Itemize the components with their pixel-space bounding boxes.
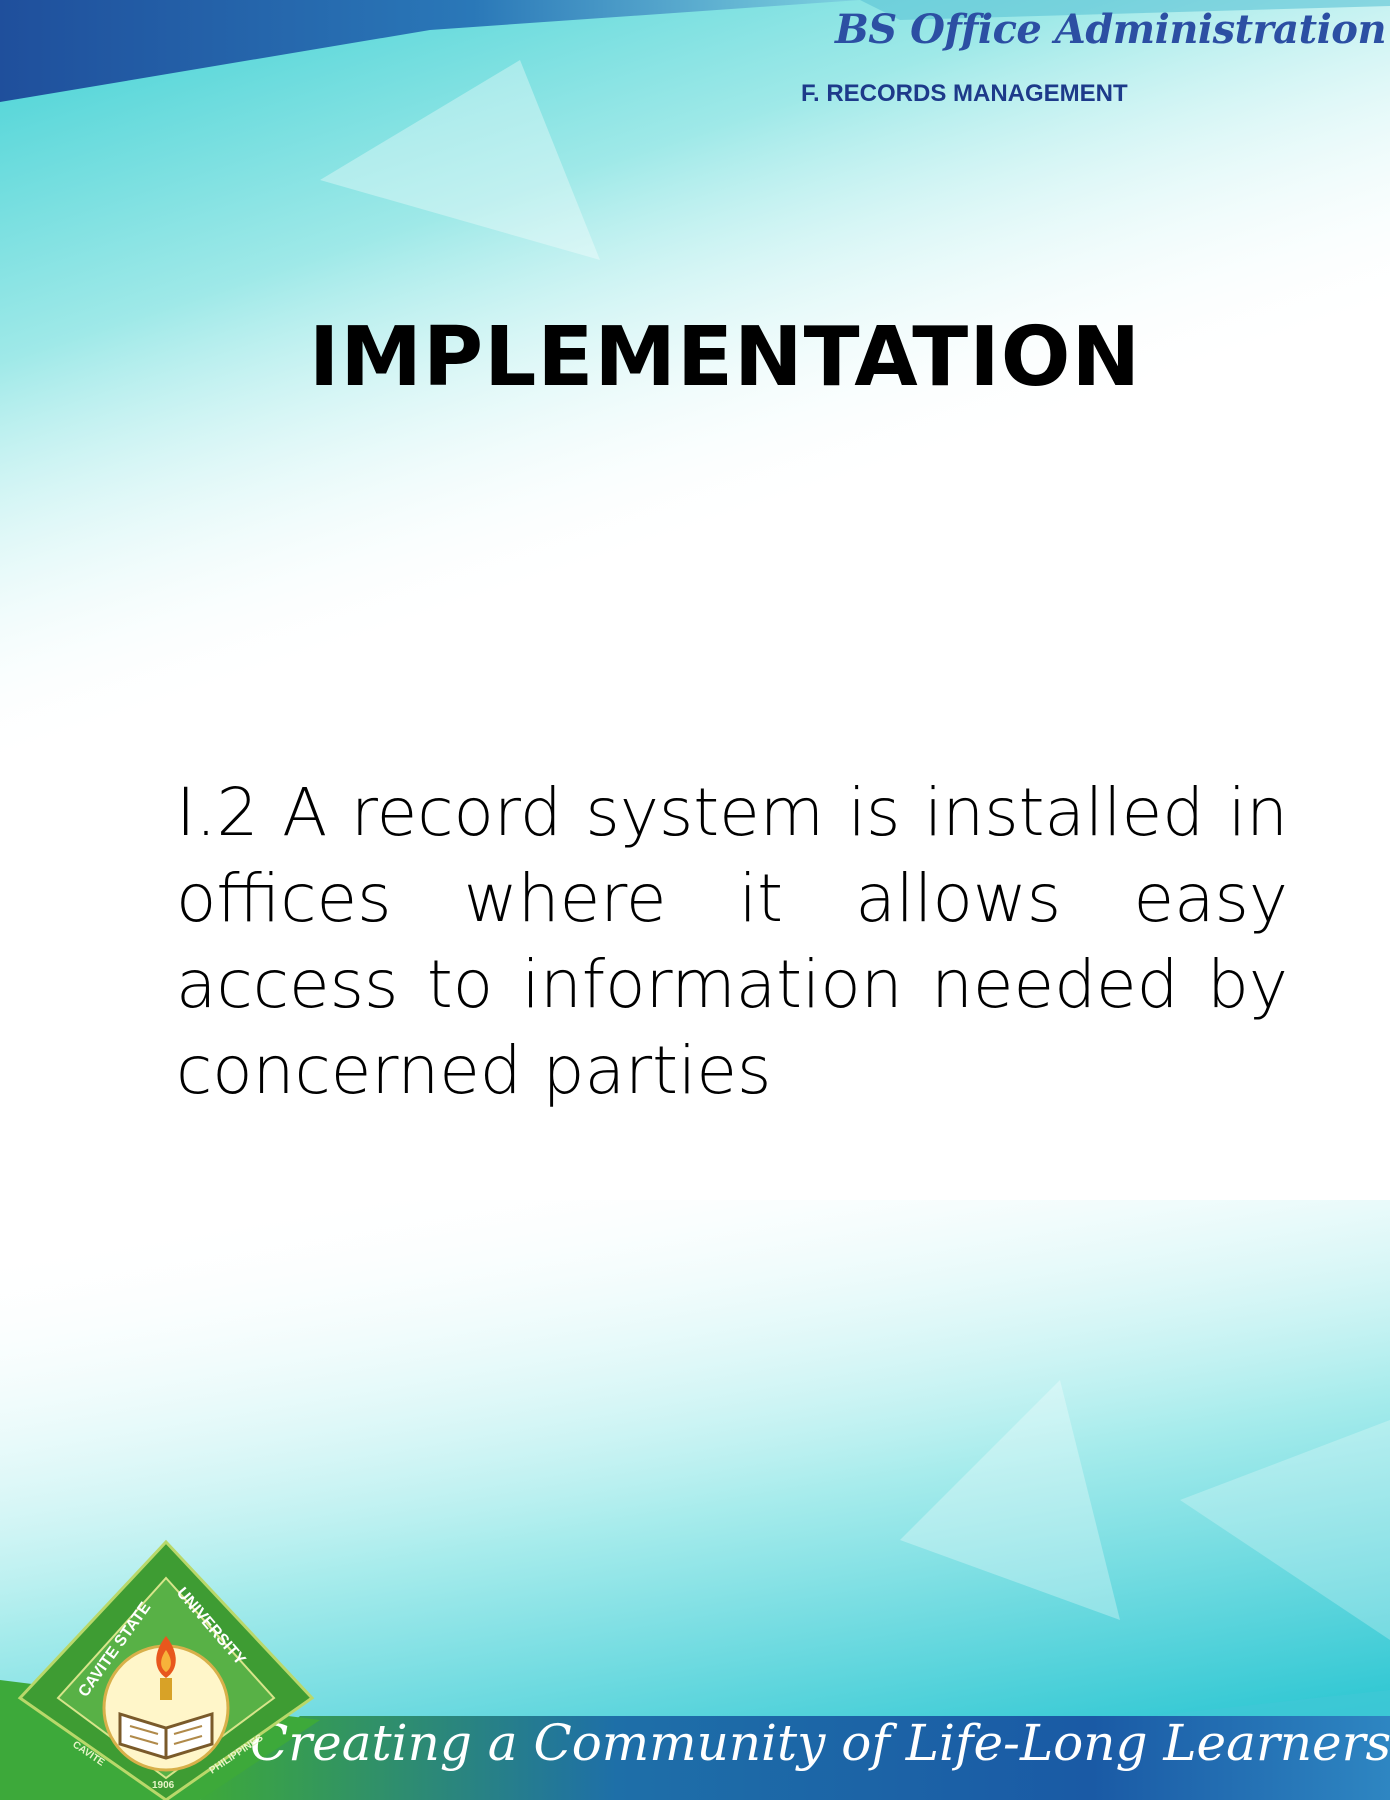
program-title: BS Office Administration — [835, 6, 1387, 53]
page-title: IMPLEMENTATION — [308, 310, 1142, 405]
footer-tagline: Creating a Community of Life-Long Learne… — [250, 1714, 1390, 1772]
subject-title: F. RECORDS MANAGEMENT — [801, 80, 1128, 107]
seal-year: 1906 — [152, 1780, 175, 1791]
body-paragraph: I.2 A record system is installed in offi… — [176, 774, 1288, 1109]
university-seal-logo: CAVITE STATE UNIVERSITY CAVITE PHILIPPIN… — [17, 1539, 315, 1800]
